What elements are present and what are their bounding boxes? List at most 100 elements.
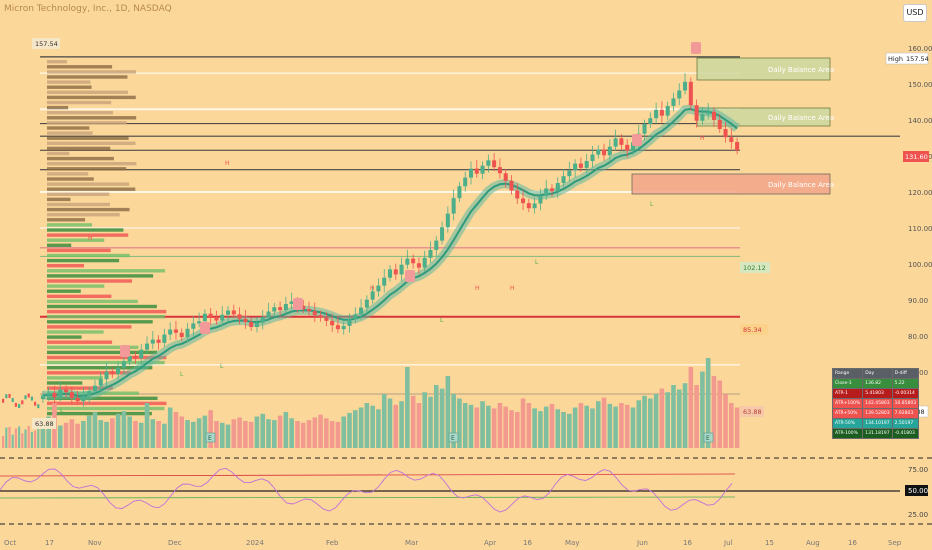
candle-body (474, 168, 479, 174)
volume-bar (624, 404, 630, 448)
volume-bar (272, 420, 277, 448)
atr-row: ATR+50% 139.52803 7.92803 (831, 408, 920, 419)
price-tick-label: 80.00 (908, 333, 928, 341)
candle-body (202, 313, 207, 322)
atr-row: ATR-100% 131.18197 -0.41803 (831, 428, 920, 439)
time-tick-label: May (565, 539, 579, 547)
volume-bar (127, 416, 132, 448)
candle-body (376, 285, 381, 292)
volume-bar (532, 408, 537, 448)
candle-body (283, 303, 288, 311)
volume-bar (630, 407, 636, 448)
candle-body (104, 371, 109, 380)
volume-bar (619, 403, 624, 448)
profile-bar (47, 304, 157, 309)
osc-current-value: 50.00 (908, 487, 928, 495)
candle-body (735, 141, 740, 151)
volume-bar (601, 397, 607, 448)
atr-name: ATR-1 (831, 388, 864, 399)
volume-bar (723, 394, 728, 448)
volume-bar (347, 412, 352, 448)
candle-body (532, 203, 537, 209)
volume-bar (248, 421, 254, 448)
volume-bar (300, 422, 306, 448)
volume-bar (509, 410, 514, 448)
profile-bar (47, 202, 110, 207)
price-axis: 60.0070.0080.0090.00100.00110.00120.0013… (32, 38, 932, 429)
candle-body (677, 90, 682, 99)
volume-bar (202, 415, 208, 448)
volume-bar (92, 412, 98, 448)
volume-bar (595, 401, 601, 448)
candle-body (509, 180, 514, 191)
candle-body (312, 311, 317, 316)
profile-bar (47, 126, 90, 130)
price-tick-label: 110.00 (908, 225, 932, 233)
volume-bar (486, 405, 491, 448)
osc-current-tag (905, 485, 928, 496)
time-tick-label: Nov (88, 539, 102, 547)
balance-area-label: Daily Balance Area (768, 66, 834, 74)
candle-body (243, 318, 248, 322)
level-label-box (740, 324, 768, 335)
candle-body (266, 311, 271, 318)
currency-button[interactable]: USD (903, 4, 927, 22)
volume-bar (5, 427, 8, 448)
profile-bar (47, 253, 130, 258)
earnings-marker (448, 432, 459, 443)
earnings-marker (703, 432, 714, 443)
candlesticks (2, 73, 740, 409)
candle-body (515, 190, 520, 199)
candle-body (440, 227, 445, 241)
volume-bar (75, 423, 80, 448)
candle-body (549, 188, 555, 192)
time-tick-label: 17 (45, 539, 54, 547)
volume-bar (144, 403, 150, 448)
profile-bar (47, 151, 70, 156)
atr-name: ATR+100% (831, 398, 864, 409)
atr-diff: 10.85803 (891, 398, 920, 409)
candle-body (30, 396, 33, 401)
level-label: 63.88 (35, 420, 54, 428)
profile-bar (47, 284, 105, 288)
volume-bar (34, 430, 37, 448)
candle-body (40, 395, 45, 399)
volume-bar (642, 395, 647, 448)
volume-bar (665, 392, 670, 448)
profile-bar (47, 315, 165, 319)
volume-bar (30, 431, 33, 448)
profile-bar (47, 371, 131, 375)
time-tick-label: Mar (405, 539, 418, 547)
atr-header-row: Range Day D-diff (831, 368, 920, 379)
profile-bar (47, 100, 112, 105)
profile-bar (47, 187, 136, 191)
candle-body (5, 394, 8, 399)
candle-body (249, 321, 254, 327)
candle-body (69, 392, 74, 398)
candle-body (121, 361, 126, 368)
price-tick-label: 100.00 (908, 261, 932, 269)
time-tick-label: 2024 (246, 539, 264, 547)
volume-bar (538, 411, 543, 448)
volume-bar (399, 401, 404, 448)
signal-flag (293, 298, 303, 310)
candle-body (18, 403, 21, 408)
profile-bar (47, 85, 92, 89)
candle-body (405, 258, 410, 265)
candle-body (237, 314, 242, 319)
atr-name: ATR-50% (831, 418, 864, 429)
atr-name: ATR+50% (831, 408, 864, 419)
candle-body (596, 149, 601, 155)
earnings-marker (205, 432, 216, 443)
volume-profile (47, 60, 167, 416)
atr-header-day: Day (862, 368, 893, 379)
low-marker: L (60, 407, 64, 414)
signal-flag (405, 270, 415, 282)
volume-bar (405, 367, 410, 448)
time-tick-label: 16 (683, 539, 692, 547)
volume-bar (503, 406, 508, 448)
volume-bar (410, 395, 416, 448)
volume-bar (179, 416, 185, 448)
